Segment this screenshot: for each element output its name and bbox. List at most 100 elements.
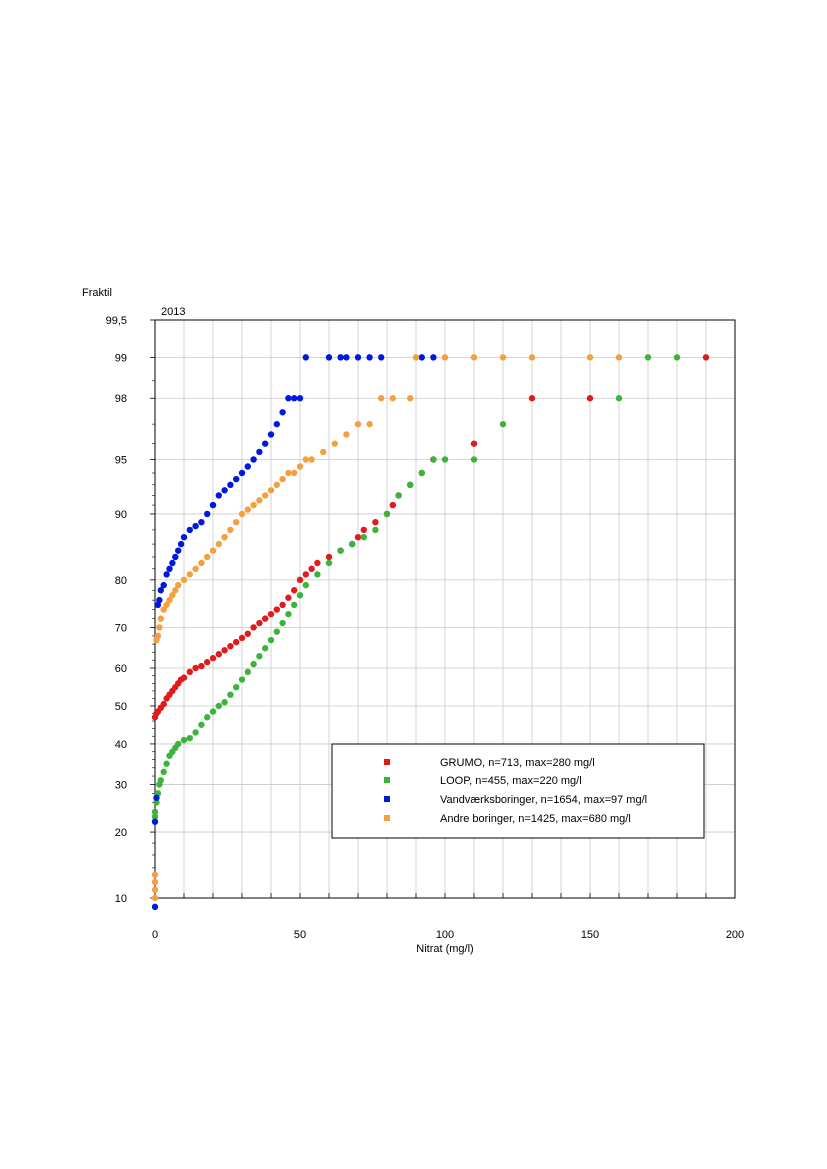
data-point-grumo — [702, 354, 710, 361]
data-point-andre-boringer — [215, 540, 222, 548]
data-point-andre-boringer — [204, 553, 211, 561]
data-point-vandvaerksboringer — [285, 395, 292, 402]
data-point-andre-boringer — [615, 354, 623, 361]
data-point-loop — [360, 533, 367, 541]
data-point-grumo — [389, 501, 396, 509]
data-point-andre-boringer — [528, 354, 536, 361]
data-point-vandvaerksboringer — [343, 354, 350, 361]
y-tick-label: 10 — [115, 893, 127, 905]
legend-marker-loop — [384, 777, 390, 783]
data-point-vandvaerksboringer — [354, 354, 362, 361]
legend: GRUMO, n=713, max=280 mg/l LOOP, n=455, … — [331, 743, 705, 839]
data-point-andre-boringer — [273, 481, 280, 489]
data-point-vandvaerksboringer — [175, 547, 182, 554]
legend-label-loop: LOOP, n=455, max=220 mg/l — [440, 775, 582, 787]
data-point-grumo — [238, 634, 246, 642]
x-axis-label: Nitrat (mg/l) — [416, 943, 473, 955]
data-point-vandvaerksboringer — [160, 581, 167, 589]
data-point-grumo — [209, 655, 217, 662]
data-point-andre-boringer — [499, 354, 507, 361]
data-point-andre-boringer — [267, 487, 275, 494]
data-point-grumo — [262, 615, 269, 622]
data-point-andre-boringer — [586, 354, 594, 361]
data-point-andre-boringer — [156, 624, 163, 631]
data-point-loop — [151, 808, 159, 816]
data-point-loop — [192, 729, 199, 736]
data-point-grumo — [285, 594, 292, 601]
data-point-vandvaerksboringer — [325, 354, 333, 361]
data-point-vandvaerksboringer — [378, 354, 385, 361]
y-tick-label: 95 — [115, 454, 127, 466]
data-point-loop — [337, 547, 344, 554]
data-point-loop — [238, 676, 246, 683]
data-point-vandvaerksboringer — [151, 818, 159, 825]
y-axis-label: Fraktil — [82, 287, 112, 299]
data-point-loop — [151, 813, 159, 820]
data-point-loop — [372, 526, 379, 534]
data-point-grumo — [325, 553, 333, 561]
data-point-vandvaerksboringer — [418, 354, 425, 361]
data-point-grumo — [256, 619, 263, 627]
data-point-andre-boringer — [151, 871, 159, 878]
data-point-vandvaerksboringer — [151, 903, 159, 911]
y-tick-label: 60 — [115, 663, 127, 675]
data-point-loop — [175, 740, 182, 748]
data-point-grumo — [360, 526, 367, 534]
legend-marker-vandvaerksboringer — [384, 796, 390, 802]
data-point-loop — [418, 469, 425, 477]
data-point-loop — [395, 492, 402, 499]
data-point-loop — [279, 619, 286, 627]
data-point-grumo — [291, 587, 298, 594]
data-point-andre-boringer — [250, 501, 257, 509]
data-point-vandvaerksboringer — [250, 456, 257, 463]
data-point-vandvaerksboringer — [215, 492, 222, 499]
data-point-andre-boringer — [175, 581, 182, 589]
data-point-andre-boringer — [186, 571, 193, 578]
data-point-andre-boringer — [256, 497, 263, 504]
data-points — [151, 354, 710, 911]
y-tick-label: 98 — [115, 393, 127, 405]
panel-label: 2013 — [161, 306, 185, 318]
data-point-andre-boringer — [279, 475, 286, 483]
legend-label-andre-boringer: Andre boringer, n=1425, max=680 mg/l — [440, 813, 631, 825]
data-point-vandvaerksboringer — [227, 481, 234, 489]
series-loop — [151, 354, 681, 820]
data-point-andre-boringer — [198, 559, 205, 567]
data-point-vandvaerksboringer — [267, 431, 275, 438]
data-point-grumo — [302, 571, 309, 578]
data-point-loop — [267, 636, 275, 644]
data-point-loop — [244, 668, 251, 676]
data-point-vandvaerksboringer — [366, 354, 373, 361]
x-tick-label: 0 — [152, 929, 158, 941]
data-point-grumo — [180, 674, 188, 681]
y-tick-label: 80 — [115, 575, 127, 587]
data-point-grumo — [528, 395, 536, 402]
data-point-vandvaerksboringer — [163, 571, 170, 578]
data-point-loop — [180, 736, 188, 744]
data-point-andre-boringer — [378, 395, 385, 402]
legend-label-vandvaerksboringer: Vandværksboringer, n=1654, max=97 mg/l — [440, 794, 647, 806]
data-point-loop — [262, 645, 269, 652]
data-point-vandvaerksboringer — [238, 469, 246, 477]
data-point-vandvaerksboringer — [157, 587, 164, 594]
data-point-andre-boringer — [233, 518, 240, 526]
data-point-loop — [256, 653, 263, 660]
data-point-vandvaerksboringer — [302, 354, 309, 361]
data-point-andre-boringer — [172, 587, 179, 594]
data-point-andre-boringer — [343, 431, 350, 438]
data-point-grumo — [244, 630, 251, 637]
data-point-andre-boringer — [244, 506, 251, 513]
data-point-andre-boringer — [238, 510, 246, 518]
data-point-vandvaerksboringer — [192, 522, 199, 530]
data-point-loop — [325, 559, 333, 567]
data-point-andre-boringer — [221, 533, 228, 541]
data-point-loop — [273, 628, 280, 635]
data-point-grumo — [233, 638, 240, 646]
data-point-vandvaerksboringer — [180, 533, 188, 541]
data-point-vandvaerksboringer — [177, 540, 185, 548]
data-point-andre-boringer — [151, 886, 159, 893]
data-point-loop — [615, 395, 623, 402]
data-point-grumo — [215, 651, 222, 658]
series-andre-boringer — [151, 354, 623, 902]
